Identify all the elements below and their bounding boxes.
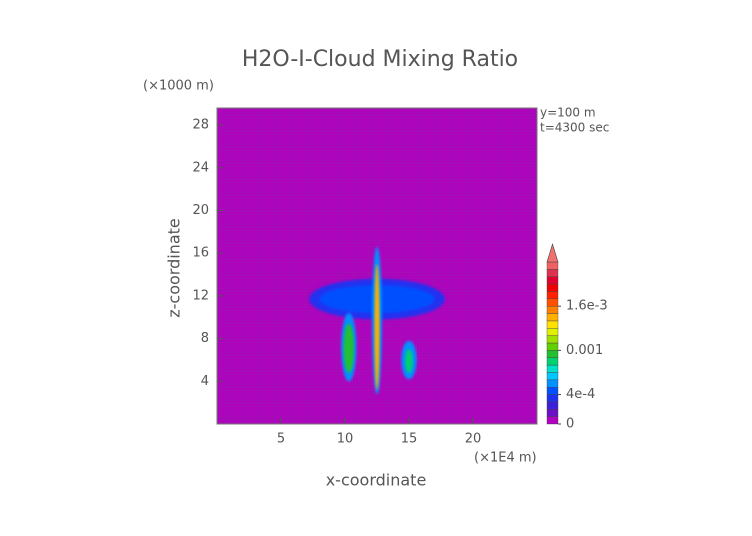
y-tick-label: 28 [192,118,209,133]
x-tick-label: 15 [401,432,418,447]
colorbar-bin [546,342,559,351]
annotation: t=4300 sec [540,121,609,135]
x-axis-label: x-coordinate [326,471,427,490]
annotation: y=100 m [540,106,596,120]
colorbar-bin [546,305,559,314]
y-tick-label: 16 [192,246,209,261]
colorbar-bin [546,269,559,277]
colorbar-bin [546,320,559,329]
colorbar-bin [546,291,559,300]
y-unit: (×1000 m) [143,79,214,94]
x-tick-label: 5 [277,432,285,447]
colorbar-bin [546,328,559,336]
colorbar: 0 4e-4 0.001 1.6e-3 [546,242,608,432]
cloud-feature [343,323,354,373]
colorbar-bin [546,335,559,344]
colorbar-bin [546,364,559,373]
colorbar-bin [546,350,559,358]
plot-area: 5 10 15 20 4 8 12 16 20 24 28 [192,107,538,447]
colorbar-tick-label: 4e-4 [566,387,595,402]
colorbar-bin [546,379,559,388]
colorbar-bin [546,372,559,381]
cloud-feature [374,263,380,390]
colorbar-tick-label: 0.001 [566,343,603,358]
colorbar-bin [546,357,559,366]
x-tick-label: 20 [465,432,482,447]
colorbar-bin [546,409,559,417]
y-tick-label: 4 [201,374,209,389]
colorbar-tick-label: 0 [566,417,574,432]
colorbar-bin [546,298,559,307]
colorbar-bin [546,313,559,322]
y-tick-label: 8 [201,331,209,346]
cloud-feature [405,349,413,373]
y-tick-label: 20 [192,203,209,218]
colorbar-bin [546,394,559,403]
y-tick-label: 12 [192,288,209,303]
y-tick-label: 24 [192,160,209,175]
colorbar-bin [546,261,559,270]
colorbar-bin [546,416,559,425]
colorbar-tick-label: 1.6e-3 [566,299,608,314]
chart-title: H2O-I-Cloud Mixing Ratio [242,47,518,72]
plot-frame [216,107,538,425]
x-unit: (×1E4 m) [474,451,537,466]
y-axis-label: z-coordinate [165,218,184,318]
colorbar-bin [546,386,559,395]
colorbar-bin [546,276,559,285]
x-tick-label: 10 [337,432,354,447]
colorbar-bin [546,283,559,292]
colorbar-extend [546,242,559,263]
colorbar-bin [546,401,559,410]
